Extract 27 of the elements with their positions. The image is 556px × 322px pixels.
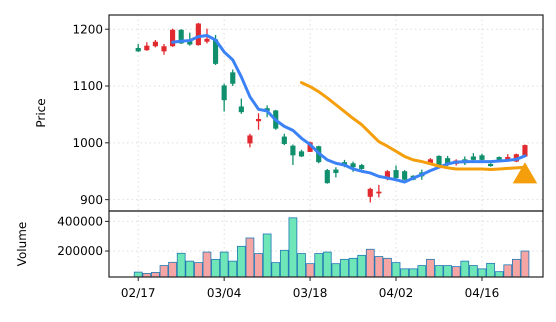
x-tick-label: 04/16: [464, 286, 500, 300]
y-tick-label: 900: [80, 192, 103, 207]
candlestick: [222, 83, 227, 112]
candlestick: [393, 164, 399, 180]
line-series: [171, 34, 526, 184]
x-tick-label: 03/04: [206, 286, 242, 300]
candlestick: [282, 133, 287, 146]
y-tick-label: 1100: [72, 79, 103, 94]
candlestick: [402, 169, 408, 181]
candlestick: [324, 168, 330, 184]
candlestick: [247, 133, 253, 148]
candlestick: [161, 43, 167, 56]
candlestick: [333, 166, 338, 178]
y-tick-label: 1200: [72, 22, 103, 36]
y-axis-title: Volume: [15, 222, 29, 266]
y-tick-label: 400000: [57, 214, 103, 229]
y-axis-title: Price: [34, 98, 48, 128]
x-tick-label: 04/02: [378, 286, 414, 300]
x-tick-label: 03/18: [292, 286, 328, 300]
candlestick: [290, 144, 296, 166]
candlestick: [368, 187, 373, 204]
candlestick: [238, 98, 244, 114]
x-tick-label: 02/17: [120, 286, 156, 300]
candlestick: [230, 68, 236, 87]
y-tick-label: 200000: [57, 244, 103, 258]
y-tick-label: 1000: [72, 136, 103, 150]
candlestick: [376, 184, 382, 198]
